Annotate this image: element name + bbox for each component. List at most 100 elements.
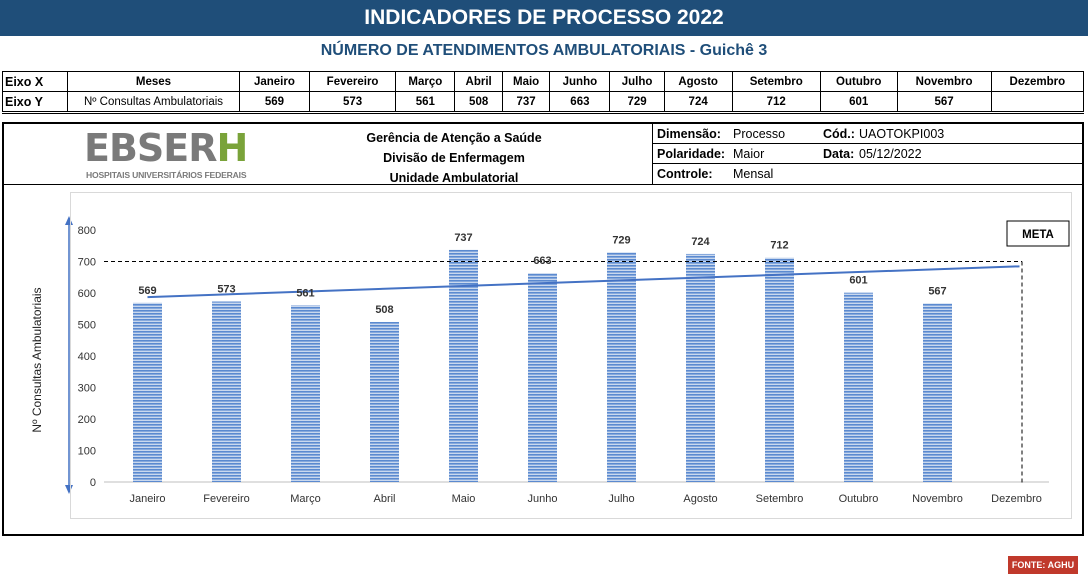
data-label: 712 (770, 240, 788, 252)
month-header: Dezembro (990, 71, 1085, 92)
meses-label: Meses (67, 71, 240, 92)
row-x-label: Eixo X (2, 71, 68, 92)
month-value: 729 (609, 91, 665, 112)
month-header: Abril (454, 71, 503, 92)
y-tick-label: 200 (78, 414, 96, 426)
y-tick-label: 500 (78, 320, 96, 332)
month-value: 573 (308, 91, 397, 112)
data-label: 573 (217, 284, 235, 296)
x-tick-label: Julho (608, 493, 634, 505)
y-axis-label: Nº Consultas Ambulatoriais (30, 287, 44, 432)
month-value: 569 (239, 91, 310, 112)
series-label: Nº Consultas Ambulatoriais (67, 91, 240, 112)
fonte-badge: FONTE: AGHU (1008, 556, 1078, 574)
dimensao-label: Dimensão: (657, 127, 721, 141)
table-row-x: Eixo X Meses Janeiro Fevereiro Março Abril M… (2, 71, 1085, 92)
row-y-label: Eixo Y (2, 91, 68, 112)
month-header: Fevereiro (308, 71, 397, 92)
indicator-meta: Dimensão: Processo Cód.: UAOTOKPI003 Pol… (652, 124, 1083, 185)
data-label: 729 (612, 234, 630, 246)
bar (291, 305, 320, 482)
data-value: 05/12/2022 (859, 147, 922, 161)
x-tick-label: Agosto (683, 493, 717, 505)
data-label: 508 (375, 304, 393, 316)
panel-header: EBSERH HOSPITAIS UNIVERSITÁRIOS FEDERAIS… (4, 124, 1083, 188)
dimensao-value: Processo (733, 127, 786, 141)
polaridade-label: Polaridade: (657, 147, 726, 161)
bar (528, 273, 557, 482)
logo-text: EBSERH (84, 126, 248, 170)
data-table: Eixo X Meses Janeiro Fevereiro Março Abril M… (2, 71, 1085, 112)
data-label: 737 (454, 232, 472, 244)
month-header: Julho (609, 71, 665, 92)
bar (133, 302, 162, 482)
month-header: Janeiro (239, 71, 310, 92)
month-header: Outubro (819, 71, 898, 92)
polaridade-value: Maior (733, 147, 765, 161)
month-value (990, 91, 1085, 112)
month-header: Março (395, 71, 456, 92)
month-header: Maio (501, 71, 551, 92)
cod-label: Cód.: (823, 127, 855, 141)
cod-value: UAOTOKPI003 (859, 127, 945, 141)
month-value: 712 (731, 91, 821, 112)
data-label: 567 (928, 285, 946, 297)
month-header: Setembro (731, 71, 821, 92)
x-tick-label: Novembro (912, 493, 963, 505)
y-tick-label: 100 (78, 446, 96, 458)
chart-svg: Nº Consultas Ambulatoriais 0 100 200 300 400 5… (30, 216, 1070, 505)
table-bottom-rule (2, 111, 1084, 114)
meta-label: META (1022, 229, 1054, 241)
org-line-3: Unidade Ambulatorial (389, 171, 519, 185)
y-tick-label: 400 (78, 351, 96, 363)
month-header: Novembro (896, 71, 992, 92)
month-header: Agosto (663, 71, 733, 92)
month-value: 508 (454, 91, 503, 112)
bar (686, 253, 715, 482)
x-tick-label: Outubro (839, 493, 879, 505)
bar (370, 321, 399, 482)
bar (212, 301, 241, 482)
month-value: 663 (549, 91, 611, 112)
month-value: 567 (896, 91, 992, 112)
y-tick-label: 700 (78, 257, 96, 269)
bar (607, 252, 636, 482)
controle-value: Mensal (733, 167, 774, 181)
y-tick-label: 600 (78, 288, 96, 300)
month-value: 737 (501, 91, 551, 112)
month-value: 601 (819, 91, 898, 112)
indicator-panel: EBSERH HOSPITAIS UNIVERSITÁRIOS FEDERAIS… (2, 122, 1084, 536)
x-tick-label: Dezembro (991, 493, 1042, 505)
x-tick-label: Junho (528, 493, 558, 505)
x-tick-label: Março (290, 493, 321, 505)
x-tick-label: Maio (452, 493, 476, 505)
month-value: 724 (663, 91, 733, 112)
x-tick-label: Setembro (756, 493, 804, 505)
month-header: Junho (549, 71, 611, 92)
x-tick-label: Abril (373, 493, 395, 505)
x-tick-label: Janeiro (129, 493, 165, 505)
x-tick-label: Fevereiro (203, 493, 249, 505)
y-axis-arrow-up (65, 216, 73, 225)
data-label: 663 (533, 255, 551, 267)
y-tick-label: 300 (78, 383, 96, 395)
page-title: INDICADORES DE PROCESSO 2022 (0, 0, 1088, 36)
data-label: 561 (296, 287, 314, 299)
chart-plot-frame (70, 192, 1072, 519)
month-value: 561 (395, 91, 456, 112)
y-tick-label: 800 (78, 225, 96, 237)
controle-label: Controle: (657, 167, 713, 181)
table-row-y: Eixo Y Nº Consultas Ambulatoriais 569 573… (2, 91, 1085, 112)
data-label: 569 (138, 285, 156, 297)
bar (844, 292, 873, 482)
ebserh-logo: EBSERH HOSPITAIS UNIVERSITÁRIOS FEDERAIS (84, 126, 254, 180)
org-line-1: Gerência de Atenção a Saúde (366, 131, 542, 145)
y-tick-label: 0 (90, 477, 96, 489)
logo-subtext: HOSPITAIS UNIVERSITÁRIOS FEDERAIS (86, 170, 247, 180)
org-line-2: Divisão de Enfermagem (383, 151, 525, 165)
bar (449, 249, 478, 482)
data-label: 601 (849, 275, 867, 287)
y-axis-arrow-down (65, 485, 73, 494)
org-info: Gerência de Atenção a Saúde Divisão de E… (304, 128, 604, 188)
meta-box (1006, 220, 1070, 247)
